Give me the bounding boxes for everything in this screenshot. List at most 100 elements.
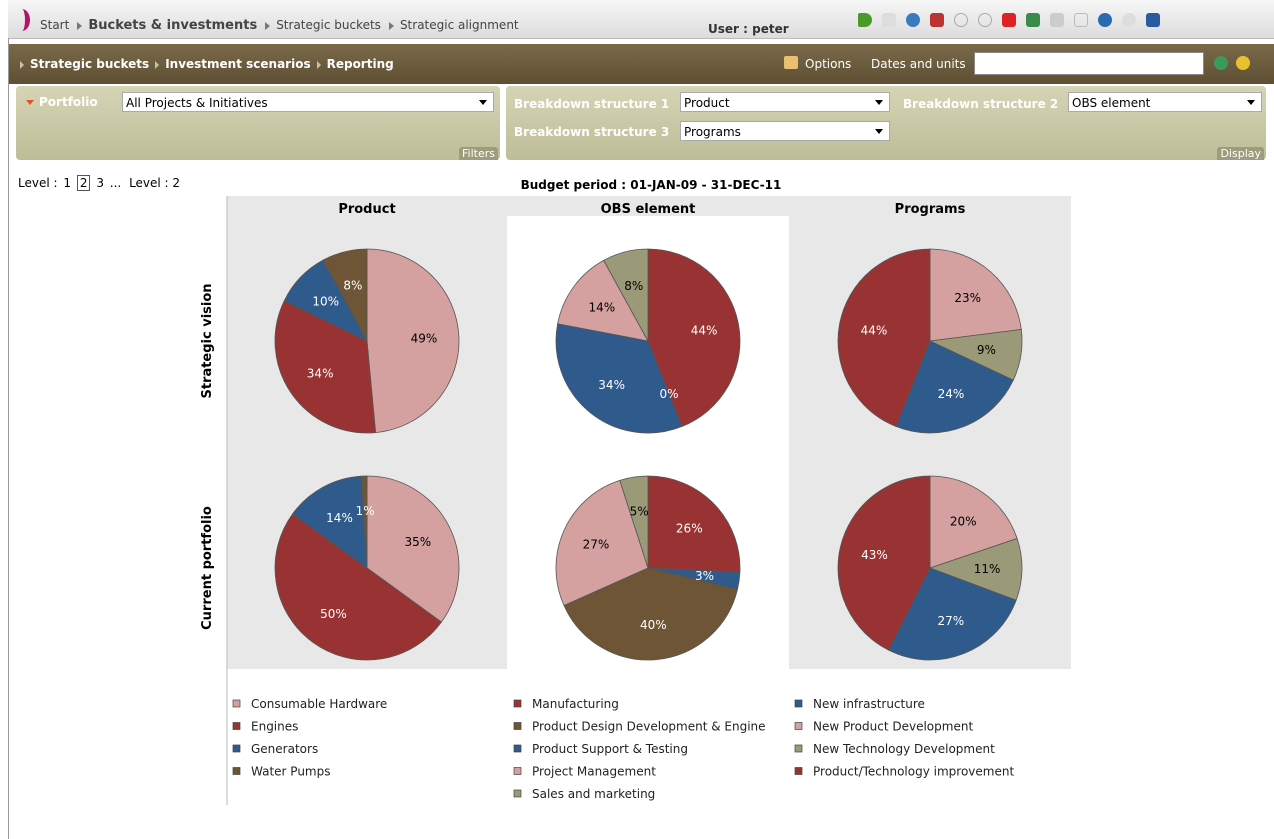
legend-label: Manufacturing: [532, 697, 619, 711]
column-header: OBS element: [601, 202, 696, 217]
breadcrumb: Start Buckets & investments Strategic buck…: [40, 18, 519, 33]
pie-slice: Product/Technology improvement: [837, 248, 931, 428]
refresh-icon[interactable]: [906, 13, 920, 27]
level-link[interactable]: 1: [63, 176, 72, 190]
pie-slice: New Product Development: [929, 248, 1022, 342]
zoom-out-icon[interactable]: [978, 13, 992, 27]
panel-tag: Display: [1217, 147, 1264, 160]
forward-icon[interactable]: [882, 13, 896, 27]
pie-slice: Project Management: [557, 259, 649, 342]
legend-label: Product Support & Testing: [532, 742, 688, 756]
search-input[interactable]: [974, 52, 1204, 75]
slice-label: 9%: [977, 343, 996, 357]
pie-slice: Product/Technology improvement: [837, 475, 931, 651]
info-icon[interactable]: [1236, 56, 1250, 70]
legend-label: Water Pumps: [251, 765, 330, 779]
legend-label: Product Design Development & Engine: [532, 720, 766, 734]
options-link[interactable]: Options: [805, 57, 852, 71]
level-current: Level : 2: [129, 176, 181, 190]
crumb[interactable]: Strategic buckets: [276, 18, 381, 32]
legend-swatch: [513, 767, 522, 775]
dates-link[interactable]: Dates and units: [871, 57, 966, 71]
slice-label: 3%: [695, 569, 714, 583]
row-header: Strategic vision: [200, 283, 215, 398]
legend-swatch: [794, 744, 803, 753]
nav-bar: Strategic buckets Investment scenarios Rep…: [8, 44, 1274, 84]
tool-icon[interactable]: [930, 13, 944, 27]
left-border: [8, 38, 9, 839]
zoom-in-icon[interactable]: [954, 13, 968, 27]
slice-label: 8%: [343, 279, 362, 293]
legend-swatch: [513, 744, 522, 753]
slice-label: 20%: [950, 515, 977, 529]
legend-swatch: [513, 789, 522, 798]
crumb[interactable]: Start: [40, 18, 70, 32]
legend-label: New Technology Development: [813, 742, 995, 756]
redo-icon[interactable]: [1122, 13, 1136, 27]
pie-slice: Project Management: [555, 479, 649, 607]
level-more: ...: [109, 176, 122, 190]
level-link[interactable]: 3: [96, 176, 104, 190]
lock-icon[interactable]: [1074, 13, 1088, 27]
slice-label: 11%: [974, 562, 1001, 576]
slice-label: 34%: [307, 367, 334, 381]
pie-slice: Sales and marketing: [619, 475, 649, 569]
pie-slice: Generators: [292, 475, 368, 569]
panel-tag: Filters: [459, 147, 498, 160]
slice-label: 27%: [937, 614, 964, 628]
back-icon[interactable]: [858, 13, 872, 27]
slice-label: 8%: [624, 279, 643, 293]
slice-label: 49%: [411, 331, 438, 345]
pie-slice: Product Design Development & Engine: [563, 567, 738, 661]
legend-swatch: [794, 699, 803, 708]
slice-label: 0%: [659, 387, 678, 401]
level-nav: Level : 1 2 3 ... Level : 2: [18, 175, 181, 191]
pie-slice: New infrastructure: [895, 340, 1014, 434]
legend-label: Engines: [251, 720, 298, 734]
nav-link[interactable]: Strategic buckets: [30, 57, 150, 71]
portfolio-select[interactable]: All Projects & Initiatives: [122, 92, 494, 112]
legend-swatch: [794, 722, 803, 730]
filters-panel: Portfolio All Projects & Initiatives Fil…: [16, 86, 500, 160]
crumb[interactable]: Buckets & investments: [88, 18, 258, 33]
search-icon[interactable]: [1214, 56, 1228, 70]
slice-label: 50%: [320, 607, 347, 621]
breakdown-select[interactable]: OBS element: [1068, 92, 1262, 112]
options-icon[interactable]: [784, 56, 798, 69]
save-icon[interactable]: [1146, 13, 1160, 27]
slice-label: 26%: [676, 522, 703, 536]
level-prefix: Level :: [18, 176, 58, 190]
slice-label: 10%: [312, 295, 339, 309]
nav-link[interactable]: Investment scenarios: [165, 57, 311, 71]
pdf-icon[interactable]: [1002, 13, 1016, 27]
nav-link[interactable]: Reporting: [326, 57, 394, 71]
legend-label: Project Management: [532, 765, 656, 779]
level-link[interactable]: 2: [76, 175, 91, 191]
legend-swatch: [513, 699, 522, 708]
row-header: Current portfolio: [200, 506, 215, 630]
pie-slice: Engines: [274, 513, 442, 661]
legend-swatch: [232, 699, 241, 708]
breakdown-select[interactable]: Product: [680, 92, 890, 112]
slice-label: 27%: [583, 538, 610, 552]
pie-slice: Water Pumps: [360, 475, 368, 569]
slice-label: 1%: [356, 504, 375, 518]
breakdown-select[interactable]: Programs: [680, 121, 890, 141]
slice-label: 34%: [598, 378, 625, 392]
undo-icon[interactable]: [1098, 13, 1112, 27]
legend-label: Generators: [251, 742, 318, 756]
edit-icon[interactable]: [1050, 13, 1064, 27]
column-header: Product: [338, 202, 395, 217]
legend-swatch: [232, 722, 241, 730]
column-header: Programs: [895, 202, 966, 217]
legend-swatch: [794, 767, 803, 775]
slice-label: 24%: [938, 387, 965, 401]
pie-slice: Consumable Hardware: [366, 475, 460, 623]
pie-slice: Manufacturing: [647, 475, 741, 573]
legend-swatch: [232, 767, 241, 775]
legend-label: Product/Technology improvement: [813, 765, 1014, 779]
display-panel: Breakdown structure 1 Product Breakdown …: [506, 86, 1266, 160]
export-icon[interactable]: [1026, 13, 1040, 27]
pie-slice: Consumable Hardware: [366, 248, 460, 434]
